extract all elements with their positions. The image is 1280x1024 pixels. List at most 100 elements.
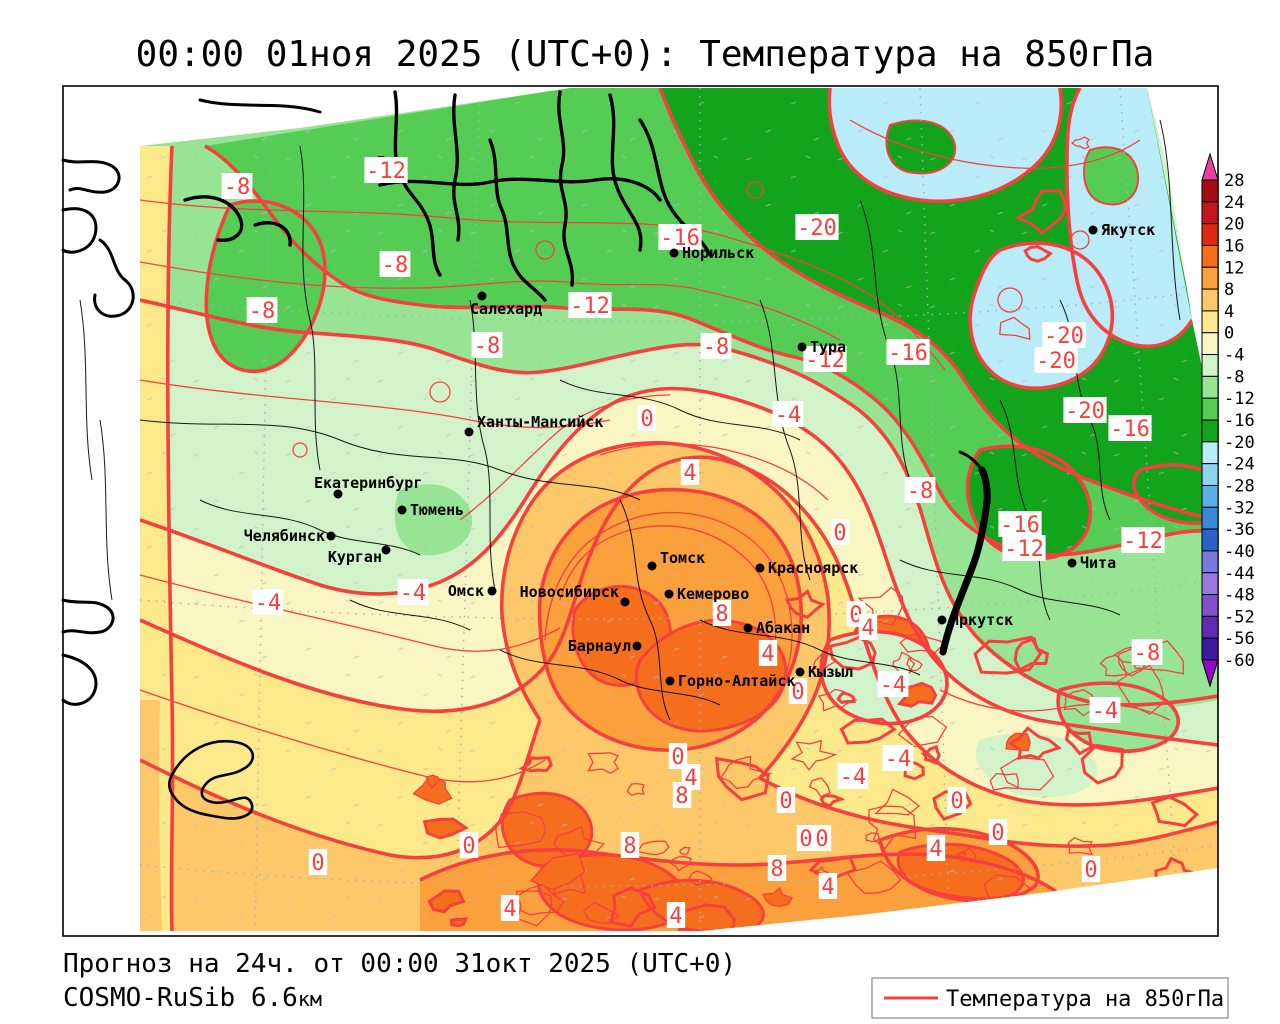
- city-dot: [795, 667, 805, 677]
- isotherm-label: 4: [683, 461, 696, 486]
- terrain-contour-ring: [819, 794, 846, 808]
- terrain-contour-ring: [1115, 664, 1166, 715]
- isotherm-label-box: [886, 339, 930, 365]
- city-label: Кемерово: [677, 585, 749, 603]
- colorbar-cell: [1201, 179, 1219, 203]
- isotherm-label-box: [459, 832, 479, 858]
- city-label: Тюмень: [410, 501, 464, 519]
- isotherm-label: 0: [833, 521, 846, 546]
- isotherm-label: -16: [660, 226, 700, 251]
- isotherm-label: -20: [1036, 349, 1076, 374]
- isotherm-label-box: [803, 346, 847, 372]
- colorbar-cell: [1201, 463, 1219, 486]
- terrain-contour-ring: [1007, 726, 1062, 760]
- isotherm-label-box: [882, 745, 914, 771]
- terrain-contour-ring: [999, 316, 1031, 340]
- isotherm-label-box: [252, 589, 284, 615]
- city-label: Красноярск: [768, 559, 858, 577]
- isotherm-label-box: [818, 873, 838, 899]
- colorbar-tick-label: 0: [1224, 324, 1234, 344]
- isotherm-label: -20: [1065, 399, 1105, 424]
- colorbar-tick-label: -28: [1224, 476, 1255, 496]
- terrain-contour-ring: [973, 635, 1043, 675]
- city-dot: [664, 589, 674, 599]
- terrain-contour-ring: [808, 777, 831, 798]
- isotherm-label-box: [947, 787, 967, 813]
- isotherm-label: 4: [669, 904, 682, 929]
- isotherm-label: 0: [991, 821, 1004, 846]
- colorbar-cell: [1201, 484, 1219, 508]
- legend: Температура на 850гПа: [871, 977, 1229, 1019]
- colorbar-tick-label: 8: [1224, 280, 1234, 300]
- terrain-contour-ring: [784, 588, 826, 619]
- isotherm-label-box: [1063, 397, 1107, 423]
- model-unit: км: [298, 987, 322, 1011]
- city-dot: [333, 489, 343, 499]
- isotherm-label: -12: [366, 159, 406, 184]
- terrain-contour-ring: [1080, 743, 1124, 785]
- terrain-contour-ring: [1099, 654, 1128, 677]
- colorbar-tick-label: -56: [1224, 629, 1255, 649]
- model-info: COSMO-RuSib 6.6км: [63, 983, 322, 1013]
- isotherm-label-box: [620, 832, 640, 858]
- city-label: Горно-Алтайск: [678, 672, 795, 690]
- isotherm-label: -4: [400, 581, 427, 606]
- colorbar-cell: [1201, 244, 1219, 268]
- isotherm-label: -8: [382, 253, 409, 278]
- isotherm-label: -12: [1004, 537, 1044, 562]
- coastlines-and-lakes: [61, 90, 991, 820]
- isotherm-label: -20: [797, 216, 837, 241]
- city-label: Челябинск: [244, 527, 325, 545]
- isotherm-label-box: [672, 782, 692, 808]
- colorbar-cell: [1201, 288, 1219, 312]
- colorbar-cell: [1201, 441, 1219, 465]
- terrain-contour-ring: [1071, 136, 1090, 150]
- city-dot: [620, 597, 630, 607]
- isotherm-label-box: [796, 825, 816, 851]
- colorbar-cell: [1201, 310, 1219, 334]
- colorbar-tick-label: -12: [1224, 389, 1255, 409]
- isotherm-label: -4: [1092, 699, 1119, 724]
- terrain-contour-ring: [515, 890, 553, 927]
- city-dot: [743, 623, 753, 633]
- isotherm-label: 0: [1084, 858, 1097, 883]
- colorbar-tick-labels: 2824201612840-4-8-12-16-20-24-28-32-36-4…: [1224, 171, 1255, 671]
- legend-label: Температура на 850гПа: [946, 987, 1224, 1012]
- terrain-contour-ring: [449, 917, 469, 928]
- terrain-contour-ring: [587, 752, 620, 775]
- isotherm-label-box: [795, 214, 839, 240]
- terrain-contour-ring: [495, 811, 547, 849]
- city-dot: [937, 615, 947, 625]
- colorbar-tick-label: -20: [1224, 433, 1255, 453]
- terrain-contour-ring: [582, 901, 621, 924]
- isotherm-label-box: [308, 849, 328, 875]
- colorbar-cell: [1201, 615, 1219, 639]
- isotherm-label-box: [500, 895, 520, 921]
- isotherm-label: -4: [840, 765, 867, 790]
- isotherm-label: 8: [623, 834, 636, 859]
- isotherm-label-box: [1042, 322, 1086, 348]
- isotherm-label: -8: [224, 175, 251, 200]
- terrain-contour-ring: [1014, 189, 1067, 235]
- terrain-contour-ring: [1064, 729, 1093, 756]
- terrain-contour-ring: [1023, 245, 1053, 263]
- terrain-contour-ring: [1063, 689, 1094, 717]
- colorbar-cell: [1201, 332, 1219, 356]
- city-label: Салехард: [470, 300, 542, 318]
- isotherm-label-box: [1002, 535, 1046, 561]
- colorbar-tick-label: 20: [1224, 215, 1244, 235]
- city-dot: [326, 531, 336, 541]
- city-markers: Норильск Салехард Тура Якутск Ханты-Мансийск…: [244, 221, 1155, 690]
- colorbar-tick-label: -4: [1224, 346, 1244, 366]
- colorbar-tick-label: -48: [1224, 586, 1255, 606]
- city-label: Абакан: [756, 619, 810, 637]
- isotherm-label-box: [1081, 856, 1101, 882]
- city-dot: [477, 291, 487, 301]
- terrain-contour-ring: [422, 817, 469, 840]
- lake-baikal-tip: [958, 450, 984, 472]
- city-label: Норильск: [682, 244, 754, 262]
- isotherm-label-box: [700, 333, 732, 359]
- colorbar-cell: [1201, 550, 1219, 574]
- isotherm-label: -20: [1044, 324, 1084, 349]
- isotherm-label: 4: [821, 875, 834, 900]
